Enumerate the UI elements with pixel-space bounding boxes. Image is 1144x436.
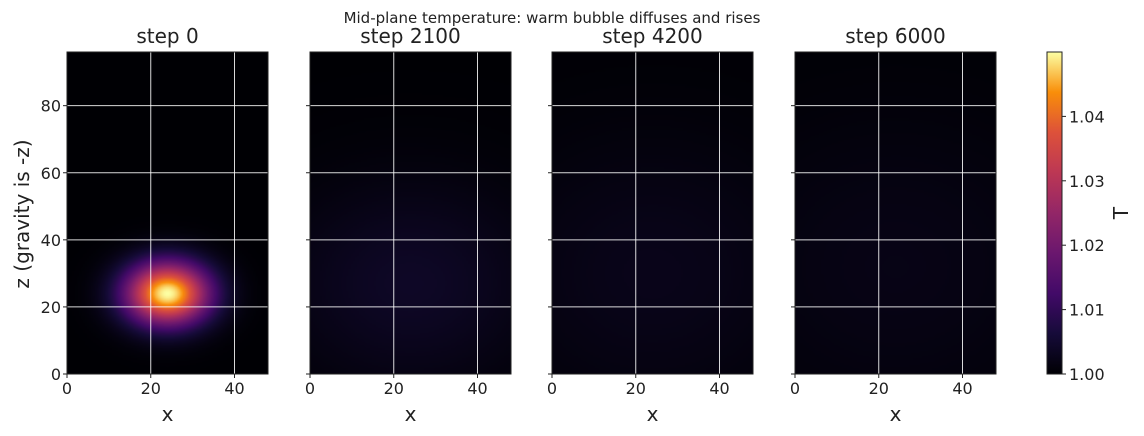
heatmap-image [310,52,511,374]
panel-2: step 4200 0 20 40 x [547,24,754,426]
y-tick-label: 80 [41,97,61,116]
x-axis-label: x [405,402,417,426]
colorbar-gradient [1046,51,1063,375]
colorbar: 1.00 1.01 1.02 1.03 1.04 T [1046,51,1133,384]
panel-title: step 2100 [360,24,461,48]
x-tick-label: 40 [709,379,729,398]
panel-3: step 6000 0 20 40 x [790,24,997,426]
y-tick-label: 20 [41,298,61,317]
x-tick-label: 40 [224,379,244,398]
figure-title: Mid-plane temperature: warm bubble diffu… [344,9,761,27]
colorbar-label: T [1109,206,1133,220]
colorbar-tick-label: 1.03 [1069,172,1105,191]
x-axis-label: x [647,402,659,426]
colorbar-tick-label: 1.04 [1069,107,1105,126]
x-tick-label: 20 [384,379,404,398]
x-axis-label: x [162,402,174,426]
x-tick-label: 20 [626,379,646,398]
panel-frame [66,51,269,375]
colorbar-ticks: 1.00 1.01 1.02 1.03 1.04 [1062,107,1105,384]
colorbar-tick-label: 1.02 [1069,236,1105,255]
panel-frame [794,51,997,375]
y-tick-label: 40 [41,231,61,250]
x-tick-label: 0 [62,379,72,398]
panel-0: step 0 0 20 40 x 0 20 40 60 80 [41,24,269,426]
heatmap-image [67,52,268,374]
heatmap-image [552,52,753,374]
y-tick-label: 60 [41,164,61,183]
x-tick-label: 20 [141,379,161,398]
panel-title: step 4200 [602,24,703,48]
y-axis-label: z (gravity is -z) [10,139,34,288]
panel-frame [309,51,512,375]
x-tick-label: 20 [869,379,889,398]
panel-1: step 2100 0 20 40 x [305,24,512,426]
x-tick-label: 40 [952,379,972,398]
x-tick-label: 0 [305,379,315,398]
x-tick-label: 0 [790,379,800,398]
x-axis-label: x [890,402,902,426]
panel-title: step 0 [136,24,198,48]
y-tick-label: 0 [51,365,61,384]
heatmap-image [795,52,996,374]
colorbar-tick-label: 1.00 [1069,365,1105,384]
panel-title: step 6000 [845,24,946,48]
colorbar-tick-label: 1.01 [1069,301,1105,320]
x-tick-label: 0 [547,379,557,398]
x-tick-label: 40 [467,379,487,398]
panel-frame [551,51,754,375]
